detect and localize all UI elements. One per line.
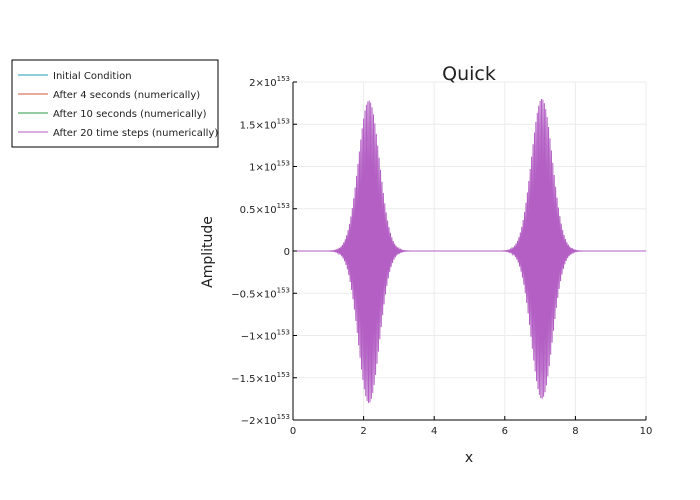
x-tick-label: 10 [640, 426, 653, 437]
legend-label: After 4 seconds (numerically) [53, 90, 200, 101]
plot-area: 0 2 4 6 8 10 2×10153 1.5×10153 1×10153 0.5×10153… [231, 75, 652, 437]
y-tick-label: −0.5×10153 [231, 286, 290, 300]
series-line [293, 98, 646, 404]
y-axis-label: Amplitude [200, 216, 216, 288]
y-ticks: 2×10153 1.5×10153 1×10153 0.5×10153 0 −0.5×10… [231, 75, 297, 427]
x-tick-label: 2 [360, 426, 366, 437]
legend-label: After 10 seconds (numerically) [53, 109, 207, 120]
x-tick-label: 6 [502, 426, 508, 437]
chart-title: Quick [442, 63, 496, 85]
x-tick-label: 4 [431, 426, 437, 437]
legend-label: Initial Condition [53, 71, 132, 82]
y-tick-label: −1.5×10153 [231, 371, 290, 385]
legend-label: After 20 time steps (numerically) [53, 128, 218, 139]
x-axis-label: x [465, 450, 473, 466]
y-tick-label: 1.5×10153 [240, 117, 290, 131]
y-tick-label: 1×10153 [249, 160, 290, 174]
y-tick-label: 0 [284, 247, 290, 258]
y-tick-label: 2×10153 [249, 75, 290, 89]
legend: Initial Condition After 4 seconds (numeri… [11, 59, 219, 148]
x-tick-label: 0 [290, 426, 296, 437]
x-ticks: 0 2 4 6 8 10 [290, 416, 653, 437]
y-tick-label: −2×10153 [241, 413, 290, 427]
x-tick-label: 8 [572, 426, 578, 437]
series-layer [293, 98, 646, 404]
y-tick-label: 0.5×10153 [240, 202, 290, 216]
y-tick-label: −1×10153 [241, 329, 290, 343]
